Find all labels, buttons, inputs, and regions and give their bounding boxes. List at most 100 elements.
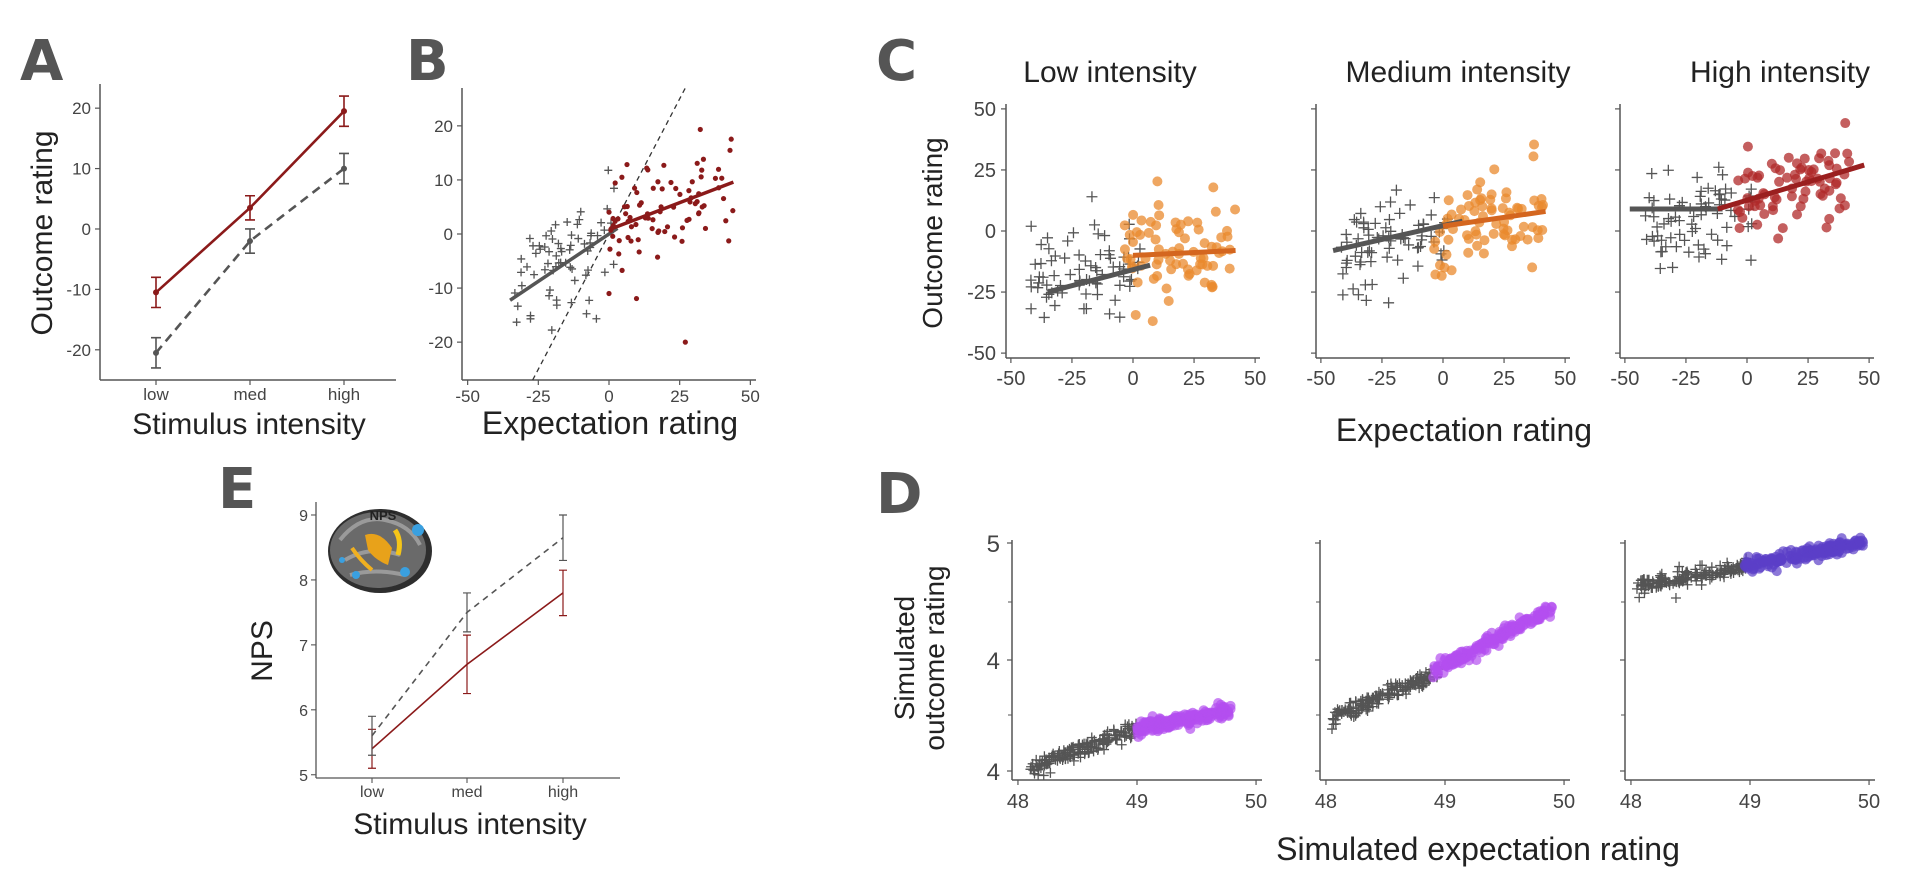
panel-c-point-pos: [1222, 225, 1233, 236]
panel-b-point-pos: [712, 175, 719, 181]
panel-c-point-neg: [1354, 259, 1366, 271]
panel-d-point-neg: [1417, 678, 1428, 689]
panel-c-point-pos: [1501, 187, 1512, 198]
panel-c-point-pos: [1446, 209, 1457, 220]
panel-c-point-neg: [1341, 254, 1353, 266]
panel-c-point-neg: [1383, 214, 1395, 226]
panel-d-point-neg: [1033, 769, 1044, 780]
panel-a-point: [153, 349, 159, 356]
panel-d-ylabel-line1: Simulated: [889, 596, 920, 721]
panel-c-xtick-label: 0: [1437, 368, 1448, 390]
panel-b-point-neg: [529, 241, 538, 250]
panel-c-title-high: High intensity: [1690, 56, 1870, 89]
panel-d-point-neg: [1682, 579, 1693, 590]
panel-c-point-neg: [1340, 228, 1352, 240]
panel-b-xtick-label: 0: [604, 387, 613, 406]
panel-c-point-neg: [1374, 201, 1386, 213]
panel-c-point-pos: [1844, 156, 1855, 167]
panel-c-point-neg: [1038, 311, 1050, 323]
panel-d-point-neg: [1047, 750, 1058, 761]
panel-d-point-neg: [1097, 735, 1108, 746]
panel-b-point-pos: [664, 224, 671, 230]
panel-a-ytick-label: 10: [72, 160, 91, 179]
panel-c-point-neg: [1658, 218, 1670, 230]
panel-c-point-neg: [1425, 209, 1437, 221]
panel-b-point-neg: [513, 302, 522, 311]
panel-d-point-pos: [1431, 665, 1442, 676]
panel-c-point-pos: [1732, 204, 1743, 215]
panel-c-title-low: Low intensity: [1023, 56, 1196, 89]
panel-c-point-neg: [1048, 270, 1060, 282]
panel-b-point-pos: [612, 218, 618, 224]
panel-b-point-neg: [575, 215, 584, 224]
panel-c-point-pos: [1485, 194, 1496, 205]
panel-c-point-neg: [1337, 289, 1349, 301]
brain-inset-image: [328, 509, 432, 593]
panel-c-point-neg: [1665, 215, 1677, 227]
panel-e-chart: NPS Stimulus intensity NPS 5 6 7 8 9 low med hi…: [246, 502, 620, 841]
panel-b-point-neg: [576, 207, 585, 216]
panel-c-point-neg: [1363, 245, 1375, 257]
panel-d-point-pos: [1202, 707, 1213, 718]
panel-d-point-pos: [1836, 533, 1847, 544]
panel-d-point-neg: [1696, 571, 1707, 582]
panel-c-point-pos: [1210, 206, 1221, 217]
panel-b-point-pos: [723, 218, 729, 224]
panel-c-point-neg: [1380, 222, 1392, 234]
panel-c-point-pos: [1154, 210, 1165, 221]
panel-c-point-pos: [1476, 193, 1487, 204]
panel-c-point-pos: [1489, 164, 1500, 175]
panel-b-point-pos: [650, 185, 656, 191]
panel-d-point-pos: [1493, 629, 1504, 640]
panel-c-point-neg: [1383, 297, 1395, 309]
panel-a-xlabel: Stimulus intensity: [132, 408, 365, 441]
panel-c-point-pos: [1512, 202, 1523, 213]
panel-b-xtick-label: -50: [455, 387, 480, 406]
panel-b-point-pos: [692, 201, 698, 207]
panel-c-point-neg: [1033, 277, 1045, 289]
panel-b-point-neg: [545, 291, 554, 300]
panel-d-point-neg: [1394, 678, 1405, 689]
panel-c-point-neg: [1745, 254, 1757, 266]
panel-b-point-pos: [715, 166, 722, 172]
panel-d-ytick-label: 5: [987, 531, 1000, 558]
panel-c-point-neg: [1366, 279, 1378, 291]
panel-d-point-pos: [1194, 714, 1205, 725]
panel-c-point-pos: [1488, 228, 1499, 239]
panel-b-point-neg: [570, 276, 579, 285]
panel-d-point-pos: [1150, 718, 1161, 729]
panel-b-point-pos: [623, 211, 629, 217]
panel-c-point-neg: [1049, 300, 1061, 312]
panel-c-point-neg: [1089, 219, 1100, 231]
panel-d-point-neg: [1647, 583, 1658, 594]
panel-d-point-neg: [1077, 739, 1088, 750]
panel-b-xtick-label: 25: [670, 387, 689, 406]
panel-c-point-neg: [1104, 308, 1116, 320]
panel-c-point-neg: [1094, 249, 1106, 261]
panel-c-point-neg: [1352, 289, 1364, 301]
panel-d-point-neg: [1700, 567, 1711, 578]
panel-b-point-neg: [551, 220, 560, 229]
panel-e-xtick-label: high: [548, 784, 578, 801]
panel-c-point-pos: [1518, 221, 1529, 232]
panel-c-point-pos: [1815, 189, 1826, 200]
panel-c-point-pos: [1436, 270, 1447, 281]
panel-b-point-pos: [619, 174, 625, 180]
panel-c-point-neg: [1340, 262, 1352, 274]
panel-b-point-pos: [625, 234, 631, 241]
panel-b-point-neg: [563, 218, 572, 227]
panel-e-ytick-label: 6: [299, 703, 308, 720]
panel-d-point-neg: [1330, 718, 1341, 729]
panel-b-point-neg: [543, 259, 552, 268]
panel-c-point-neg: [1721, 240, 1733, 252]
panel-c-point-neg: [1025, 303, 1037, 315]
panel-d-point-neg: [1116, 739, 1127, 750]
panel-b-point-pos: [655, 229, 661, 235]
panel-d-point-neg: [1692, 570, 1703, 581]
panel-c-point-pos: [1463, 233, 1474, 244]
panel-c-point-neg: [1042, 232, 1054, 244]
panel-a-ytick-label: -20: [66, 341, 91, 360]
panel-c-point-neg: [1679, 234, 1691, 246]
panel-b-point-pos: [684, 217, 690, 224]
panel-c-point-pos: [1230, 204, 1241, 215]
